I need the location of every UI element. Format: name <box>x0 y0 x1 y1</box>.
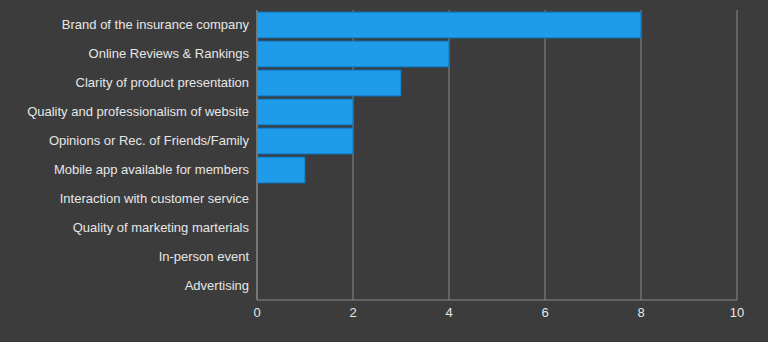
svg-text:0: 0 <box>253 305 260 320</box>
svg-text:10: 10 <box>730 305 744 320</box>
svg-text:2: 2 <box>349 305 356 320</box>
svg-text:8: 8 <box>637 305 644 320</box>
svg-text:Quality and professionalism of: Quality and professionalism of website <box>27 104 249 119</box>
svg-text:Opinions or Rec. of Friends/Fa: Opinions or Rec. of Friends/Family <box>49 133 250 148</box>
svg-text:Mobile app available for membe: Mobile app available for members <box>54 162 250 177</box>
svg-text:Advertising: Advertising <box>185 278 249 293</box>
svg-text:Quality of marketing marterial: Quality of marketing marterials <box>73 220 250 235</box>
svg-text:Interaction with customer serv: Interaction with customer service <box>60 191 249 206</box>
svg-text:Online Reviews & Rankings: Online Reviews & Rankings <box>89 46 250 61</box>
svg-text:6: 6 <box>541 305 548 320</box>
svg-text:4: 4 <box>445 305 452 320</box>
svg-text:In-person event: In-person event <box>159 249 250 264</box>
svg-text:Brand of the insurance company: Brand of the insurance company <box>62 17 250 32</box>
svg-text:Clarity of product presentatio: Clarity of product presentation <box>76 75 249 90</box>
